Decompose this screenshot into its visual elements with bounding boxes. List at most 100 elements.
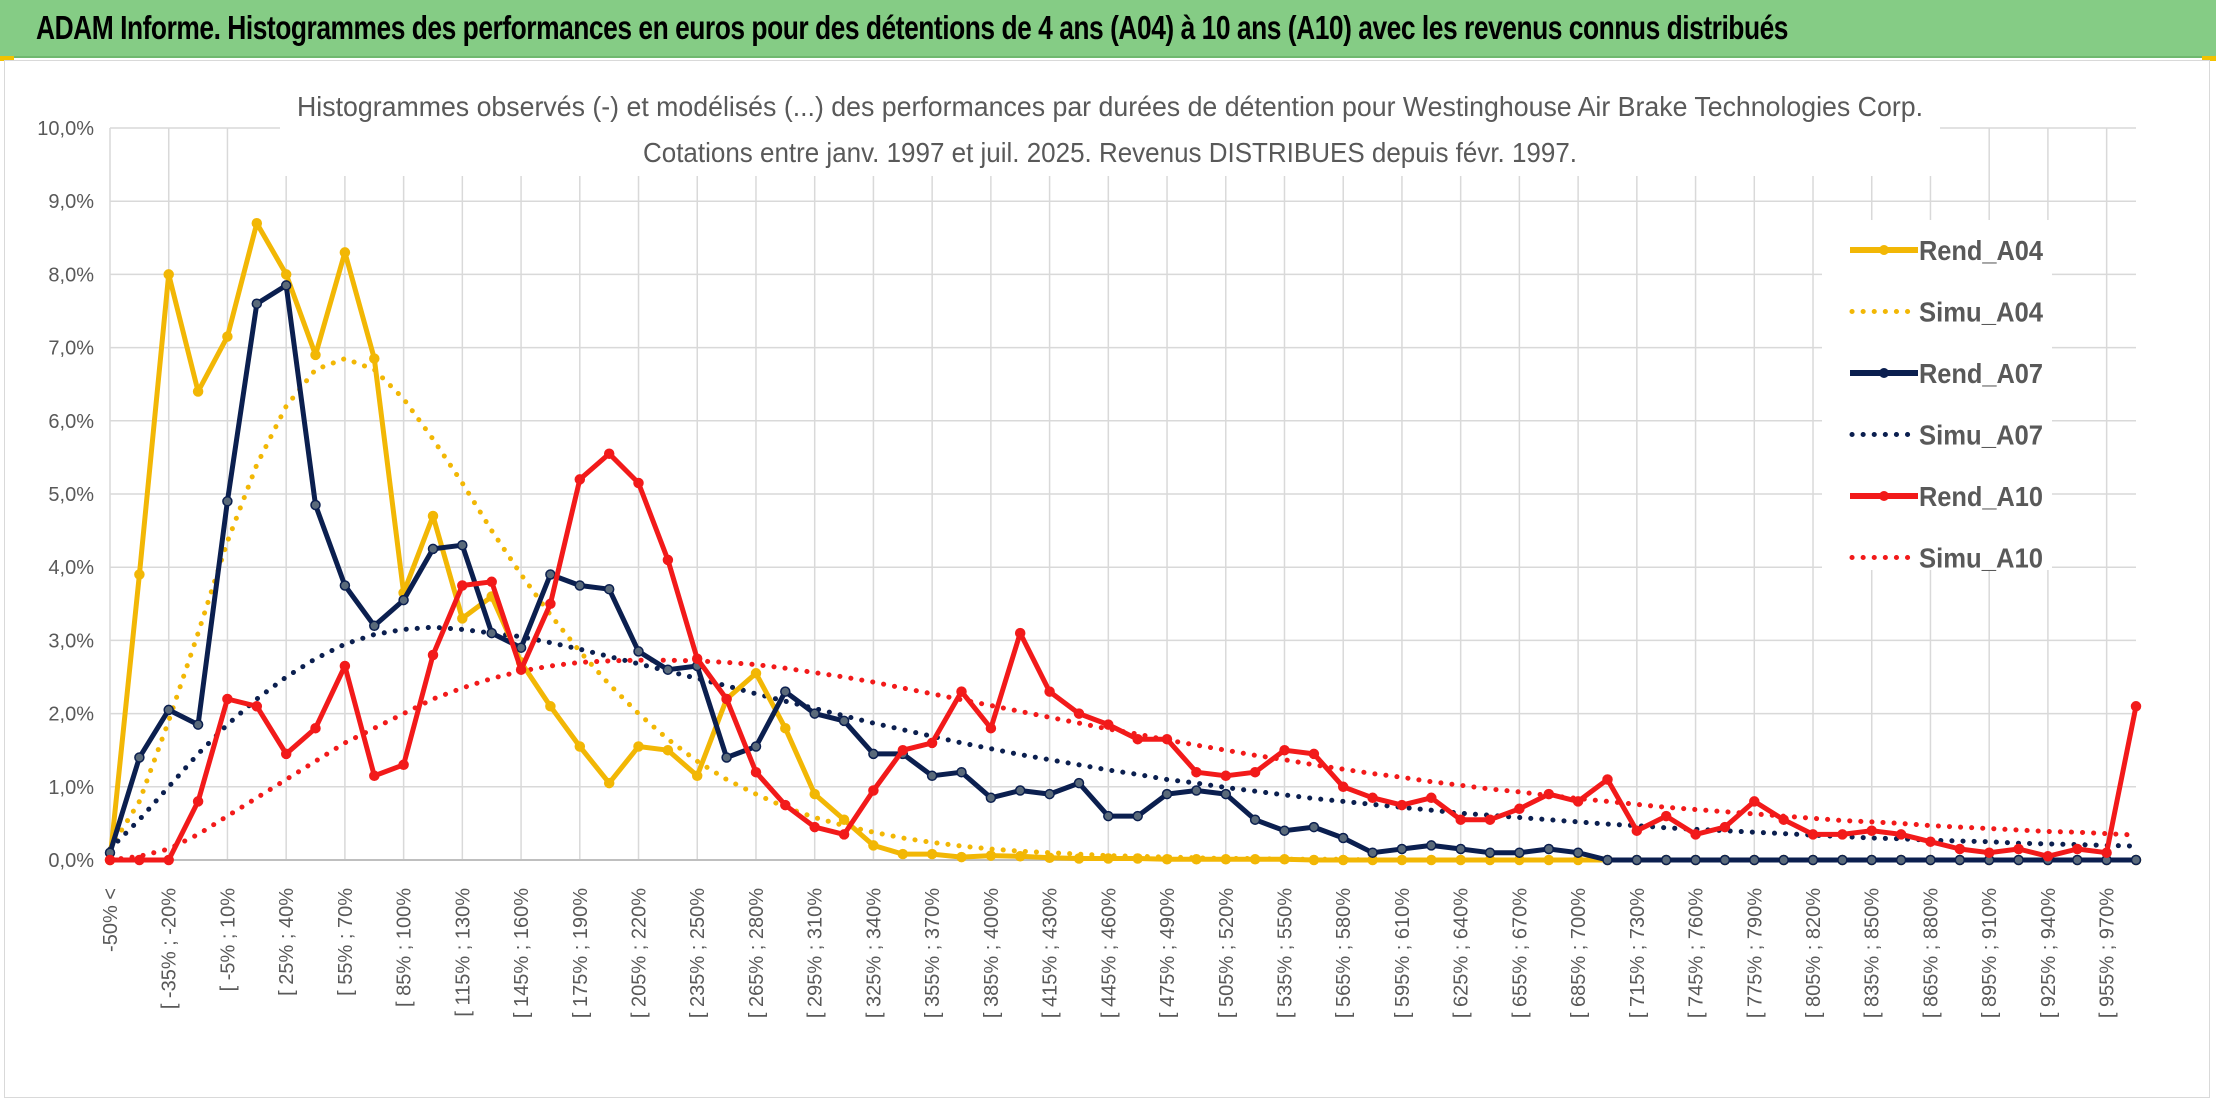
title-background [280, 82, 1940, 176]
y-tick-label: 4,0% [48, 557, 94, 579]
data-point [2072, 854, 2083, 866]
data-point [780, 686, 791, 697]
data-point [104, 854, 116, 866]
x-tick-label: [ 85% ; 100% [394, 888, 416, 1007]
legend-marker [1879, 368, 1889, 378]
data-point [192, 386, 204, 397]
data-point [1925, 854, 1936, 866]
x-tick-label: [ 625% ; 640% [1451, 888, 1473, 1018]
data-point [1191, 785, 1202, 796]
data-point [1249, 854, 1261, 865]
data-point [2130, 701, 2142, 712]
data-point [1044, 686, 1055, 697]
data-point [192, 796, 204, 807]
data-point [1719, 854, 1731, 866]
data-point [1337, 781, 1349, 793]
data-point [574, 474, 586, 485]
data-point [1249, 814, 1261, 825]
data-point [1895, 854, 1907, 866]
data-point [1837, 854, 1848, 866]
data-point [2101, 847, 2112, 858]
report-header-band: ADAM Informe. Histogrammes des performan… [0, 0, 2216, 58]
x-tick-label: [ 55% ; 70% [335, 888, 357, 996]
y-tick-label: 5,0% [48, 484, 94, 506]
data-point [603, 448, 615, 459]
data-point [1308, 748, 1320, 760]
data-point [633, 741, 644, 752]
chart-title: Histogrammes observés (-) et modélisés (… [297, 91, 1923, 122]
x-tick-label: [ 535% ; 550% [1274, 888, 1296, 1018]
data-point [926, 848, 938, 860]
data-point [1514, 847, 1525, 858]
data-point [838, 829, 850, 840]
data-point [427, 543, 439, 555]
data-point [1073, 708, 1085, 719]
chart-legend: Rend_A04 Simu_A04 Rend_A07 Simu_A07 Rend_A10… [1849, 235, 2043, 574]
data-point [1073, 777, 1085, 789]
data-point [1455, 814, 1466, 825]
data-point [1484, 847, 1496, 858]
legend-item-Simu_A04: Simu_A04 [1849, 297, 2043, 328]
x-tick-label: [ 235% ; 250% [687, 888, 709, 1018]
legend-marker [1879, 491, 1889, 501]
data-point [280, 748, 292, 760]
data-point [809, 821, 820, 833]
data-point [662, 664, 674, 675]
data-point [1807, 854, 1819, 866]
x-tick-label: [ 385% ; 400% [981, 888, 1003, 1018]
data-point [721, 693, 732, 705]
data-point [1279, 854, 1290, 865]
series-line [107, 624, 2139, 852]
data-point [310, 499, 321, 511]
data-point [1690, 854, 1701, 866]
y-axis-ticks: 0,0% 1,0% 2,0% 3,0% 4,0% 5,0% 6,0% 7,0% 8,0% 9,0%… [37, 118, 94, 872]
data-point [398, 594, 409, 606]
data-point [1014, 627, 1026, 639]
data-point [1014, 851, 1026, 862]
data-point [280, 269, 292, 280]
x-tick-label: [ 145% ; 160% [511, 888, 533, 1018]
data-point [750, 668, 762, 679]
data-point [780, 799, 791, 811]
x-tick-label: [ 805% ; 820% [1803, 888, 1825, 1018]
x-tick-label: [ 745% ; 760% [1686, 888, 1708, 1018]
data-point [1837, 829, 1848, 840]
x-tick-label: [ 475% ; 490% [1157, 888, 1179, 1018]
data-point [398, 759, 409, 771]
data-point [1631, 825, 1643, 836]
y-tick-label: 6,0% [48, 411, 94, 433]
data-point [750, 741, 762, 752]
data-point [1220, 770, 1232, 782]
data-point [2013, 854, 2024, 866]
x-tick-label: [ 265% ; 280% [746, 888, 768, 1018]
data-point [515, 642, 527, 653]
data-point [1220, 788, 1232, 800]
series-Rend_A07 [104, 280, 2142, 866]
data-point [1749, 796, 1760, 807]
data-point [1337, 832, 1349, 844]
data-point [1954, 843, 1966, 855]
data-point [985, 792, 997, 804]
data-point [310, 349, 321, 361]
data-point [1719, 821, 1731, 833]
data-point [1249, 766, 1261, 778]
corner-accent-left [0, 56, 14, 61]
data-point [1690, 829, 1701, 840]
legend-label: Rend_A04 [1919, 235, 2043, 266]
x-tick-label: [ 595% ; 610% [1392, 888, 1414, 1018]
data-point [1191, 854, 1202, 865]
data-point [633, 477, 644, 489]
x-tick-label: [ 25% ; 40% [276, 888, 298, 996]
data-point [1631, 854, 1643, 866]
data-point [1954, 854, 1966, 866]
data-point [1014, 785, 1026, 796]
x-tick-label: [ -5% ; 10% [217, 888, 239, 992]
data-point [222, 693, 233, 705]
data-point [1749, 854, 1760, 866]
data-point [1572, 847, 1584, 858]
data-point [1161, 854, 1173, 865]
series-Simu_A10 [107, 657, 2139, 863]
data-point [1396, 843, 1408, 855]
x-tick-label: [ 955% ; 970% [2097, 888, 2119, 1018]
